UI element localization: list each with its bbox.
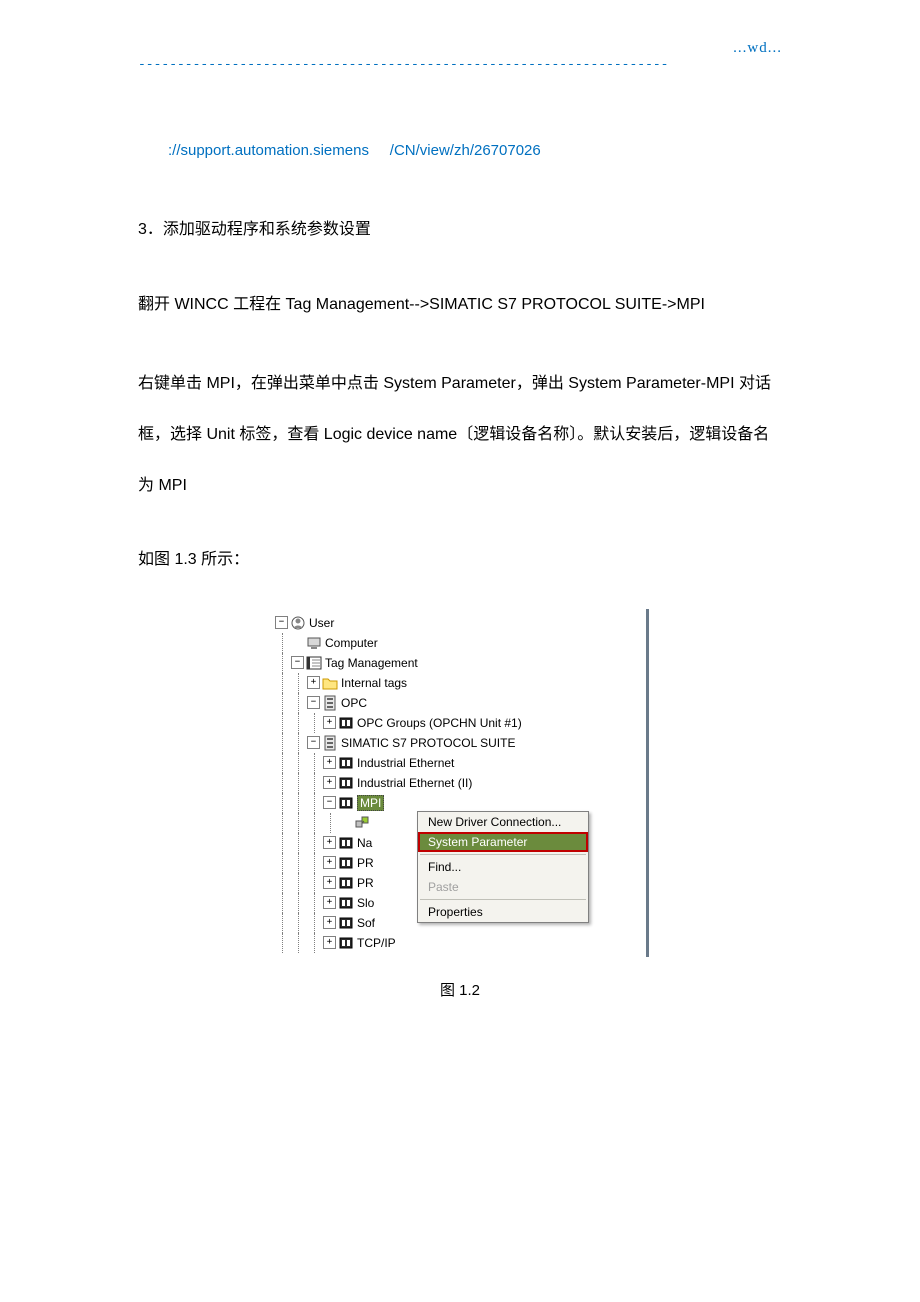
tree-label: Industrial Ethernet (II): [357, 776, 472, 790]
channel-icon: [338, 755, 354, 771]
tree-toggle[interactable]: −: [307, 736, 320, 749]
tree-toggle[interactable]: +: [323, 716, 336, 729]
driver-icon: [322, 735, 338, 751]
reference-url: ://support.automation.siemens /CN/view/z…: [138, 142, 782, 159]
tree-label: PR: [357, 876, 374, 890]
tree-toggle[interactable]: −: [323, 796, 336, 809]
tree-label: TCP/IP: [357, 936, 396, 950]
wincc-screenshot: − User Computer − Tag Management + Internal ta…: [271, 609, 649, 957]
menu-item[interactable]: New Driver Connection...: [418, 812, 588, 832]
tree-label: Internal tags: [341, 676, 407, 690]
tree-toggle[interactable]: +: [323, 756, 336, 769]
menu-item[interactable]: Find...: [418, 857, 588, 877]
conn-icon: [354, 815, 370, 831]
menu-item[interactable]: System Parameter: [418, 832, 588, 852]
header-dashes: ----------------------------------------…: [138, 57, 782, 72]
tree-node[interactable]: − SIMATIC S7 PROTOCOL SUITE: [275, 733, 646, 753]
channel-icon: [338, 715, 354, 731]
tree-node[interactable]: Computer: [275, 633, 646, 653]
folder-icon: [322, 675, 338, 691]
tree-label: SIMATIC S7 PROTOCOL SUITE: [341, 736, 515, 750]
menu-separator: [420, 854, 586, 855]
tree-label: Industrial Ethernet: [357, 756, 454, 770]
tagmgmt-icon: [306, 655, 322, 671]
page-header: ...wd...: [138, 40, 782, 57]
tree-node[interactable]: − OPC: [275, 693, 646, 713]
paragraph-3: 如图 1.3 所示：: [138, 539, 782, 581]
tree-node[interactable]: + TCP/IP: [275, 933, 646, 953]
tree-label: Na: [357, 836, 372, 850]
tree-toggle[interactable]: −: [275, 616, 288, 629]
channel-icon: [338, 855, 354, 871]
tree-label: User: [309, 616, 334, 630]
tree-node[interactable]: + Industrial Ethernet (II): [275, 773, 646, 793]
channel-icon: [338, 935, 354, 951]
figure-caption: 图 1.2: [138, 979, 782, 1000]
tree-node[interactable]: + OPC Groups (OPCHN Unit #1): [275, 713, 646, 733]
menu-item: Paste: [418, 877, 588, 897]
paragraph-1: 翻开 WINCC 工程在 Tag Management-->SIMATIC S7…: [138, 279, 782, 330]
driver-icon: [322, 695, 338, 711]
tree-toggle[interactable]: +: [323, 936, 336, 949]
menu-item[interactable]: Properties: [418, 902, 588, 922]
tree-toggle[interactable]: +: [323, 876, 336, 889]
context-menu: New Driver Connection...System Parameter…: [417, 811, 589, 923]
tree-label: MPI: [357, 795, 384, 811]
channel-icon: [338, 795, 354, 811]
tree-node[interactable]: − User: [275, 613, 646, 633]
tree-label: Slo: [357, 896, 374, 910]
tree-node[interactable]: − MPI: [275, 793, 646, 813]
tree-toggle[interactable]: −: [307, 696, 320, 709]
channel-icon: [338, 915, 354, 931]
tree-toggle[interactable]: +: [323, 856, 336, 869]
tree-label: Sof: [357, 916, 375, 930]
channel-icon: [338, 875, 354, 891]
menu-separator: [420, 899, 586, 900]
section-heading: 3．添加驱动程序和系统参数设置: [138, 209, 782, 251]
tree-label: PR: [357, 856, 374, 870]
header-right-text: ...wd...: [733, 40, 782, 56]
tree-label: Tag Management: [325, 656, 418, 670]
computer-icon: [306, 635, 322, 651]
tree-toggle[interactable]: +: [307, 676, 320, 689]
tree-label: OPC: [341, 696, 367, 710]
tree-label: OPC Groups (OPCHN Unit #1): [357, 716, 522, 730]
channel-icon: [338, 775, 354, 791]
tree-node[interactable]: + Industrial Ethernet: [275, 753, 646, 773]
tree-toggle[interactable]: +: [323, 896, 336, 909]
tree-toggle[interactable]: +: [323, 916, 336, 929]
tree-toggle[interactable]: −: [291, 656, 304, 669]
channel-icon: [338, 835, 354, 851]
url-part2: /CN/view/zh/26707026: [390, 142, 541, 159]
paragraph-2: 右键单击 MPI，在弹出菜单中点击 System Parameter，弹出 Sy…: [138, 358, 782, 512]
user-icon: [290, 615, 306, 631]
url-part1: ://support.automation.siemens: [168, 142, 369, 159]
tree-label: Computer: [325, 636, 378, 650]
tree-node[interactable]: + Internal tags: [275, 673, 646, 693]
tree-toggle[interactable]: +: [323, 776, 336, 789]
tree-node[interactable]: − Tag Management: [275, 653, 646, 673]
tree-toggle[interactable]: +: [323, 836, 336, 849]
channel-icon: [338, 895, 354, 911]
